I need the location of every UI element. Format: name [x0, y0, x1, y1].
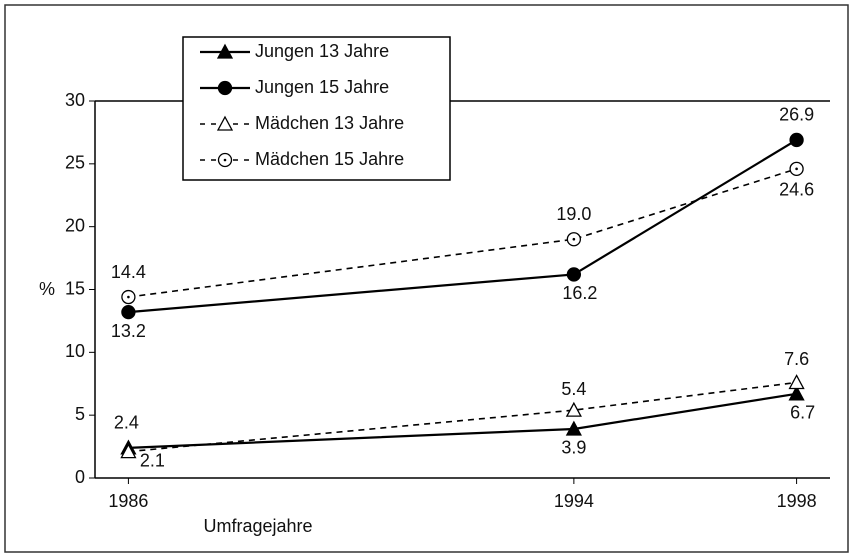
marker — [217, 80, 233, 96]
frame — [4, 4, 849, 553]
legend-label: Jungen 15 Jahre — [255, 77, 389, 97]
marker — [216, 115, 234, 131]
data-label: 19.0 — [556, 204, 591, 224]
marker — [121, 304, 136, 320]
line — [128, 381, 797, 453]
data-label: 14.4 — [111, 262, 146, 282]
data-label: 6.7 — [790, 403, 815, 423]
y-tick-label: 10 — [65, 341, 85, 361]
marker-dot — [127, 295, 130, 299]
marker — [566, 267, 582, 282]
marker-dot — [795, 167, 798, 171]
marker-dot — [223, 158, 227, 162]
legend: Jungen 13 Jahre Jungen 15 Jahre Mädchen 13… — [182, 36, 451, 181]
data-label: 3.9 — [561, 438, 586, 458]
line — [128, 168, 797, 298]
marker — [565, 420, 582, 436]
y-tick-label: 25 — [65, 153, 85, 173]
data-label: 16.2 — [562, 283, 597, 303]
x-tick-label: 1994 — [554, 491, 594, 511]
marker — [788, 385, 805, 401]
x-tick-label: 1998 — [777, 491, 817, 511]
y-tick-label: 30 — [65, 90, 85, 110]
data-label: 26.9 — [779, 105, 814, 125]
marker — [120, 443, 137, 459]
marker — [789, 132, 804, 148]
data-label: 7.6 — [784, 349, 809, 369]
x-axis-label: Umfragejahre — [203, 516, 312, 536]
y-tick-label: 0 — [75, 467, 85, 487]
y-tick-label: 5 — [75, 404, 85, 424]
x-tick-label: 1986 — [108, 491, 148, 511]
y-tick-label: 15 — [65, 278, 85, 298]
y-tick-label: 20 — [65, 215, 85, 235]
marker — [565, 401, 582, 417]
legend-label: Mädchen 13 Jahre — [255, 113, 404, 133]
y-axis-label: % — [39, 279, 55, 299]
marker — [788, 374, 805, 390]
legend-label: Mädchen 15 Jahre — [255, 149, 404, 169]
data-label: 2.4 — [114, 413, 139, 433]
data-label: 24.6 — [779, 180, 814, 200]
data-label: 5.4 — [561, 379, 586, 399]
marker — [216, 43, 234, 59]
marker-dot — [572, 237, 576, 241]
data-label: 2.1 — [140, 450, 165, 470]
data-label: 13.2 — [111, 321, 146, 341]
legend-label: Jungen 13 Jahre — [255, 41, 389, 61]
